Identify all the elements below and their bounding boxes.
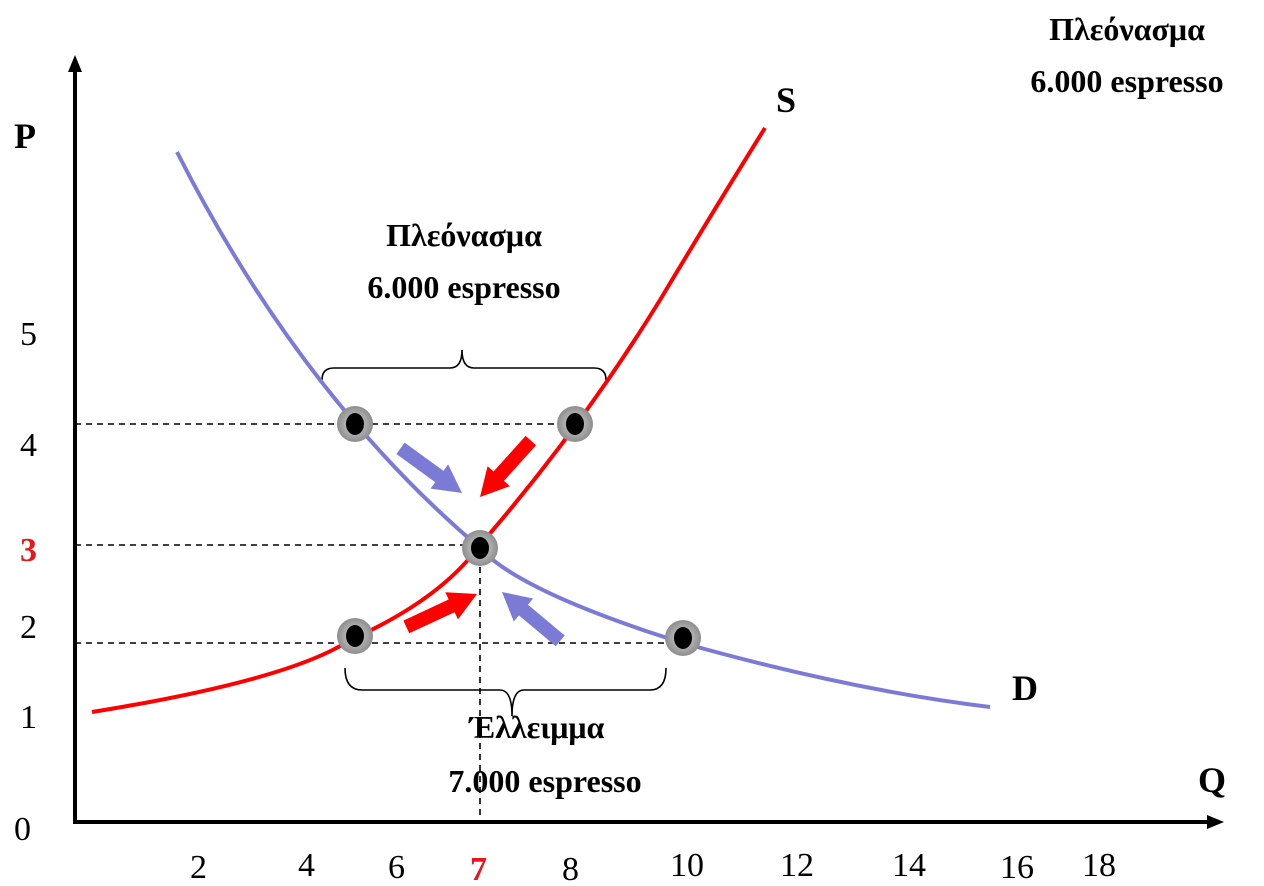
demand-point-price-4 xyxy=(337,406,373,442)
y-tick-1: 1 xyxy=(20,699,37,736)
x-tick-labels: 2 4 6 7 8 10 12 14 16 18 xyxy=(190,847,1116,886)
shortage-label-line2: 7.000 espresso xyxy=(448,763,641,799)
x-tick-6: 6 xyxy=(388,849,405,886)
x-tick-18: 18 xyxy=(1082,847,1116,884)
y-tick-labels: 0 1 2 3 4 5 xyxy=(14,316,37,848)
y-tick-0: 0 xyxy=(14,811,31,848)
x-tick-14: 14 xyxy=(892,847,926,884)
supply-curve-label: S xyxy=(776,80,796,120)
x-tick-12: 12 xyxy=(780,847,814,884)
x-tick-7: 7 xyxy=(470,851,487,886)
x-tick-16: 16 xyxy=(1000,849,1034,886)
y-tick-3: 3 xyxy=(20,532,37,569)
x-tick-4: 4 xyxy=(298,847,315,884)
axes xyxy=(68,55,1224,829)
y-axis-title: P xyxy=(14,116,36,156)
guide-lines xyxy=(75,423,683,822)
y-tick-2: 2 xyxy=(20,609,37,646)
shortage-brace xyxy=(344,667,667,717)
surplus-label-line1: Πλεόνασμα xyxy=(386,217,542,253)
shortage-label-line1: Έλλειμμα xyxy=(468,709,605,745)
demand-point-price-2 xyxy=(665,620,701,656)
y-tick-5: 5 xyxy=(20,316,37,353)
supply-point-price-2 xyxy=(337,618,373,654)
x-axis-arrowhead xyxy=(1207,815,1224,829)
x-tick-10: 10 xyxy=(670,847,704,884)
y-tick-4: 4 xyxy=(20,427,37,464)
demand-curve xyxy=(175,151,991,709)
supply-side-arrow-up xyxy=(403,592,477,634)
x-tick-8: 8 xyxy=(562,851,579,886)
supply-curve xyxy=(91,126,767,714)
demand-side-arrow-down xyxy=(396,442,462,493)
equilibrium-point xyxy=(462,530,498,566)
surplus-label-line2: 6.000 espresso xyxy=(367,269,560,305)
x-tick-2: 2 xyxy=(190,849,207,886)
surplus-corner-line2: 6.000 espresso xyxy=(1030,63,1223,99)
x-axis-title: Q xyxy=(1198,760,1226,800)
curve-points xyxy=(337,406,701,656)
demand-side-arrow-up xyxy=(502,592,565,647)
surplus-corner-line1: Πλεόνασμα xyxy=(1049,11,1205,47)
y-axis-arrowhead xyxy=(68,55,82,72)
surplus-brace xyxy=(321,349,607,381)
supply-side-arrow-down xyxy=(480,435,537,497)
adjustment-arrows xyxy=(396,435,565,647)
demand-curve-label: D xyxy=(1012,668,1038,708)
supply-point-price-4 xyxy=(557,406,593,442)
